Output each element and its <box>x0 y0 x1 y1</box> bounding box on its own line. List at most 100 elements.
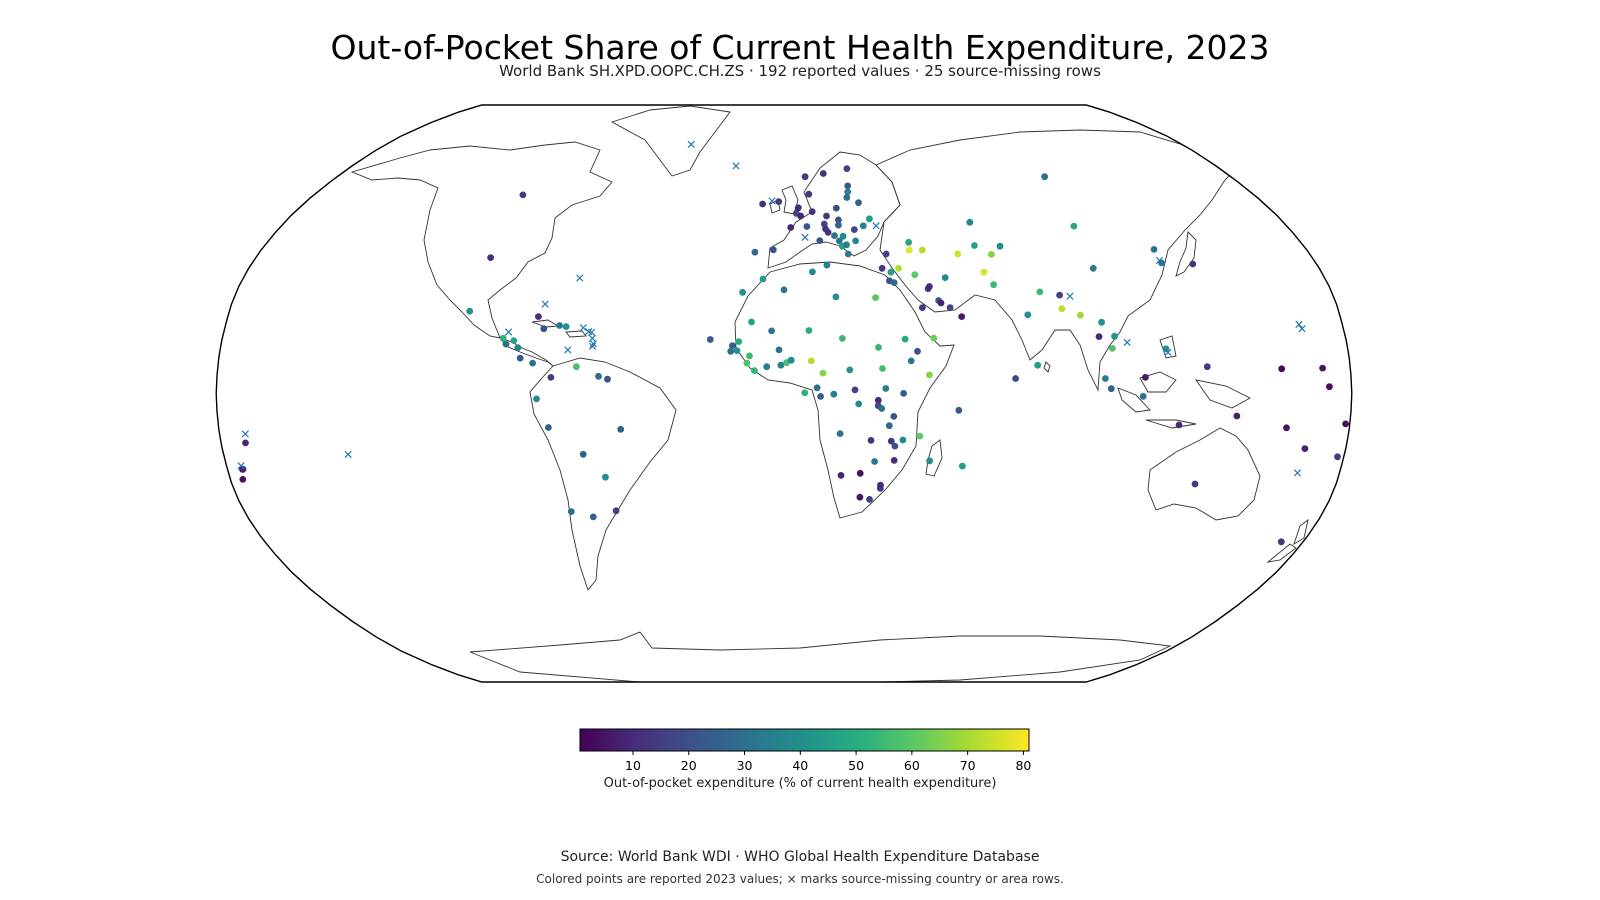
data-point <box>751 367 758 374</box>
missing-marker <box>589 340 597 348</box>
data-point <box>844 250 852 258</box>
data-point <box>794 204 802 212</box>
data-point <box>535 313 542 320</box>
data-point <box>567 508 575 515</box>
data-point <box>1278 365 1286 373</box>
data-point <box>926 457 933 465</box>
data-point <box>843 165 851 173</box>
data-point <box>1095 333 1103 340</box>
data-point <box>843 241 850 249</box>
map-title: Out-of-Pocket Share of Current Health Ex… <box>330 28 1270 67</box>
missing-marker <box>1155 256 1164 265</box>
data-point <box>996 242 1004 250</box>
data-point <box>1334 453 1341 461</box>
data-point <box>1070 222 1078 230</box>
data-point <box>819 369 827 377</box>
data-point <box>937 299 945 307</box>
land-japan <box>1175 231 1197 277</box>
data-point <box>595 372 602 380</box>
colorbar-label: Out-of-pocket expenditure (% of current … <box>603 776 997 791</box>
data-point <box>1203 363 1211 371</box>
missing-marker <box>541 300 549 308</box>
data-point <box>1189 260 1197 268</box>
data-point <box>907 357 915 365</box>
data-point <box>990 281 997 289</box>
data-point <box>743 359 751 367</box>
data-point <box>866 496 873 503</box>
data-point <box>727 347 735 355</box>
data-point <box>579 450 587 458</box>
data-point <box>777 361 785 369</box>
data-point <box>1109 345 1116 352</box>
data-point <box>1283 424 1290 432</box>
data-point <box>823 261 831 269</box>
missing-marker <box>687 140 695 148</box>
data-point <box>1175 421 1183 429</box>
data-point <box>604 375 611 383</box>
data-point <box>890 279 898 286</box>
colorbar-tick-label: 10 <box>625 758 641 773</box>
data-point <box>533 395 540 403</box>
data-point <box>954 250 962 258</box>
land-north-america <box>350 141 613 339</box>
data-point <box>813 384 821 392</box>
data-point <box>1139 393 1147 400</box>
data-point <box>879 365 886 372</box>
missing-marker <box>588 342 597 350</box>
data-point <box>835 237 843 245</box>
data-point <box>874 396 882 404</box>
data-point <box>1342 420 1349 428</box>
colorbar-tick-label: 50 <box>848 758 865 773</box>
data-point <box>844 182 852 190</box>
data-point <box>911 271 919 279</box>
data-point <box>775 198 783 206</box>
missing-marker <box>1066 292 1074 300</box>
land-south-america <box>529 357 677 591</box>
data-point <box>759 200 766 208</box>
data-point <box>1319 364 1326 372</box>
land-british-isles <box>769 185 799 215</box>
missing-marker <box>1123 338 1131 346</box>
data-points <box>239 165 1349 546</box>
data-point <box>855 400 863 408</box>
data-point <box>916 432 924 440</box>
land-layer <box>350 105 1309 682</box>
data-point <box>817 393 824 400</box>
data-point <box>900 390 907 397</box>
data-point <box>832 293 840 301</box>
data-point <box>768 327 775 335</box>
land-asia <box>875 129 1241 392</box>
data-point <box>959 462 966 470</box>
data-point <box>891 442 899 450</box>
data-point <box>877 481 884 489</box>
missing-marker <box>584 327 593 336</box>
data-point <box>890 413 898 420</box>
data-point <box>859 222 867 230</box>
data-point <box>787 224 795 231</box>
colorbar <box>579 728 1030 752</box>
data-point <box>735 338 743 345</box>
data-point <box>487 254 494 261</box>
missing-marker <box>872 222 880 230</box>
land-australia <box>1147 427 1261 521</box>
data-point <box>856 493 864 501</box>
data-point <box>801 173 809 181</box>
data-point <box>1012 375 1019 382</box>
data-point <box>780 286 788 294</box>
data-point <box>1077 311 1084 319</box>
data-point <box>748 318 755 326</box>
data-point <box>885 422 893 430</box>
data-point <box>547 374 555 381</box>
data-point <box>775 346 783 354</box>
land-greenland <box>610 105 731 177</box>
missing-marker <box>241 430 249 438</box>
data-point <box>1056 291 1063 299</box>
missing-marker <box>576 274 584 282</box>
data-point <box>832 204 840 212</box>
data-point <box>1024 311 1032 319</box>
data-point <box>850 226 858 234</box>
data-point <box>830 390 838 398</box>
data-point <box>556 322 563 329</box>
missing-marker <box>1295 320 1303 329</box>
data-point <box>519 191 527 199</box>
